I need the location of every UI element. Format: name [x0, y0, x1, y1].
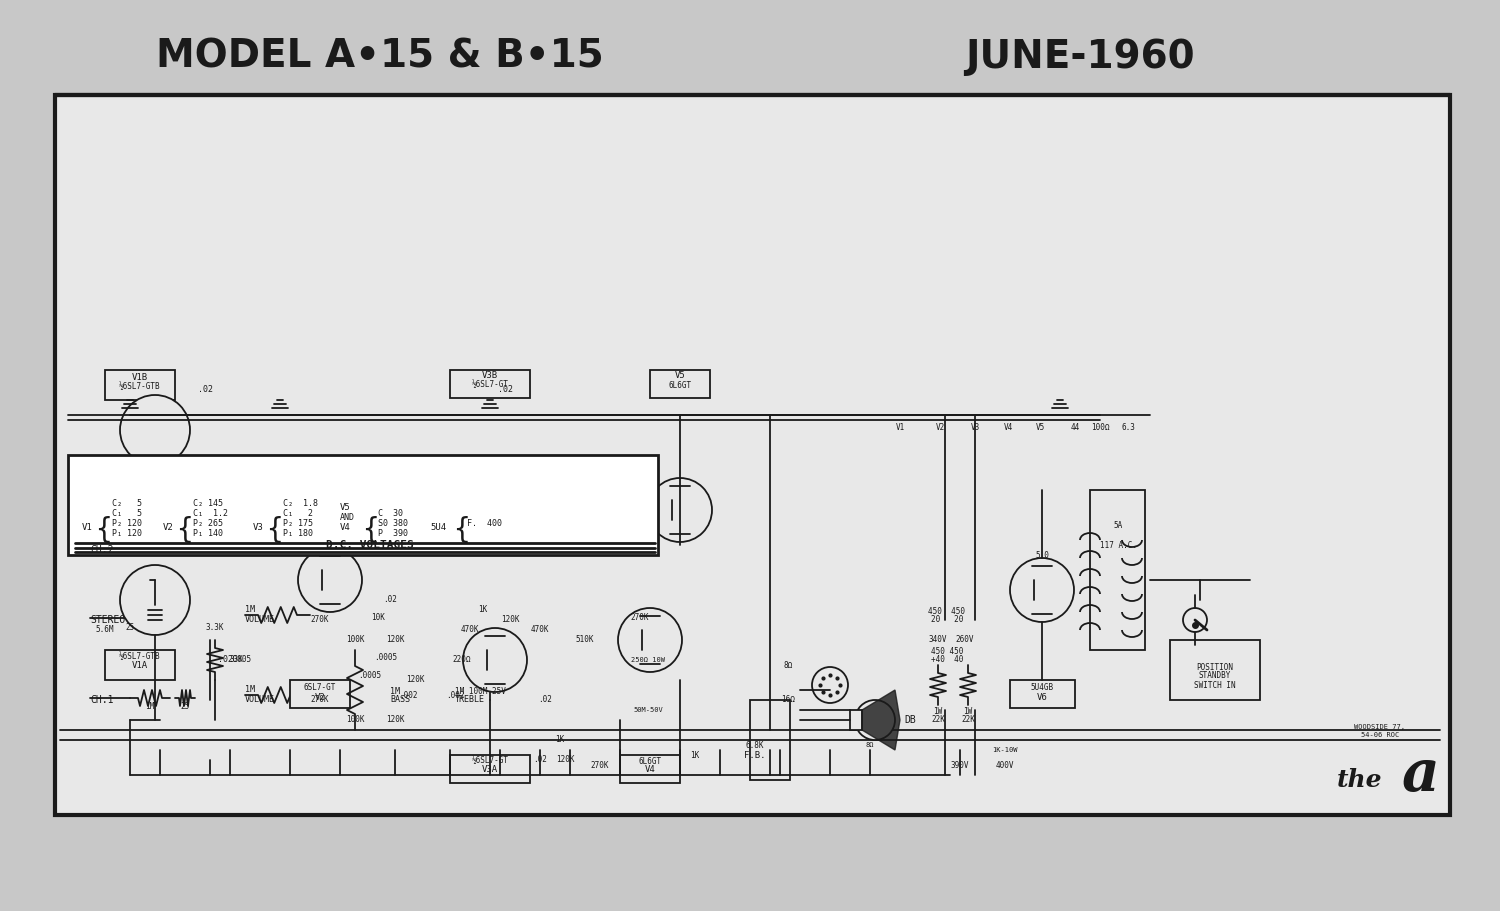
Text: 120K: 120K	[386, 636, 405, 644]
Text: 510K: 510K	[574, 636, 594, 644]
Bar	[105, 370, 176, 400]
Text: V2: V2	[315, 692, 326, 701]
Text: C₂ 145: C₂ 145	[194, 499, 224, 508]
Text: V3: V3	[254, 524, 264, 533]
Text: V1: V1	[82, 524, 93, 533]
Circle shape	[120, 395, 190, 465]
Text: 100K: 100K	[345, 636, 364, 644]
Bar	[290, 680, 350, 708]
Text: .002: .002	[399, 691, 417, 700]
Text: 54-06 ROC: 54-06 ROC	[1360, 732, 1400, 738]
Text: 120K: 120K	[405, 675, 424, 684]
Text: 470K: 470K	[460, 626, 480, 634]
Text: 390V: 390V	[951, 761, 969, 770]
Text: 1K: 1K	[478, 606, 488, 615]
Text: .02: .02	[382, 596, 398, 605]
Text: V2: V2	[164, 524, 174, 533]
Text: 44: 44	[1071, 423, 1080, 432]
Text: 10K: 10K	[370, 613, 386, 622]
Text: CH.2: CH.2	[90, 545, 114, 555]
Bar	[620, 755, 680, 783]
Text: P₁ 180: P₁ 180	[284, 529, 314, 538]
Text: P₂ 265: P₂ 265	[194, 519, 224, 528]
Text: 1M: 1M	[244, 606, 255, 615]
Text: 260V: 260V	[956, 636, 975, 644]
Text: D.C. VOLTAGES: D.C. VOLTAGES	[326, 540, 414, 550]
Text: 250Ω 10W: 250Ω 10W	[632, 657, 664, 663]
Text: P₂ 120: P₂ 120	[112, 519, 142, 528]
Text: 1K-10W: 1K-10W	[993, 747, 1017, 753]
Bar	[105, 650, 176, 680]
Text: V3B: V3B	[482, 372, 498, 381]
Text: ½6SL7-GTB: ½6SL7-GTB	[118, 652, 160, 661]
Text: 120K: 120K	[386, 715, 405, 724]
Text: .0005: .0005	[375, 653, 398, 662]
Text: DB: DB	[904, 715, 916, 725]
Text: C₁   5: C₁ 5	[112, 509, 142, 518]
Text: .02: .02	[538, 695, 552, 704]
Text: +40  40: +40 40	[932, 656, 963, 664]
Text: V1A: V1A	[132, 660, 148, 670]
Text: ½6SL7-GT: ½6SL7-GT	[471, 381, 509, 390]
Text: 470K: 470K	[531, 626, 549, 634]
Text: 6.3: 6.3	[1120, 423, 1136, 432]
Text: 1M: 1M	[390, 688, 400, 697]
Text: 50M-50V: 50M-50V	[633, 707, 663, 713]
Text: 6L6GT: 6L6GT	[639, 756, 662, 765]
Text: F.B.: F.B.	[744, 751, 765, 760]
Text: P₁ 120: P₁ 120	[112, 529, 142, 538]
Text: 1K: 1K	[555, 735, 564, 744]
Text: 450 450: 450 450	[932, 648, 963, 657]
Text: ½6SL7-GT: ½6SL7-GT	[471, 756, 509, 765]
Text: 33K: 33K	[230, 656, 243, 664]
Text: 1W: 1W	[933, 708, 942, 716]
Text: 117 A.C.: 117 A.C.	[1100, 540, 1137, 549]
Circle shape	[464, 628, 526, 692]
Text: SWITCH IN: SWITCH IN	[1194, 681, 1236, 690]
Text: {: {	[453, 516, 470, 544]
Circle shape	[618, 608, 682, 672]
Text: P  390: P 390	[378, 529, 408, 538]
Text: 270K: 270K	[630, 613, 650, 622]
Text: 400V: 400V	[996, 761, 1014, 770]
Text: V5: V5	[675, 372, 686, 381]
FancyBboxPatch shape	[56, 95, 1450, 815]
Bar	[1010, 680, 1076, 708]
Text: 22K: 22K	[962, 715, 975, 724]
Text: 340V: 340V	[928, 636, 948, 644]
Text: VOLUME: VOLUME	[244, 616, 274, 625]
Bar	[650, 370, 710, 398]
Text: .002: .002	[446, 691, 465, 700]
Text: 1M: 1M	[146, 702, 154, 711]
Text: {: {	[362, 516, 378, 544]
Text: AND: AND	[340, 514, 356, 523]
Text: WOODSIDE 77,: WOODSIDE 77,	[1354, 724, 1406, 730]
Text: {: {	[94, 516, 111, 544]
Text: 1K: 1K	[690, 751, 699, 760]
Text: V6: V6	[1036, 692, 1047, 701]
Text: V4: V4	[1004, 423, 1013, 432]
Text: V3: V3	[970, 423, 980, 432]
Text: 1M 100M-25V: 1M 100M-25V	[454, 688, 506, 697]
Polygon shape	[862, 690, 900, 750]
Text: V1B: V1B	[132, 374, 148, 383]
Text: V3A: V3A	[482, 765, 498, 774]
Text: V4: V4	[645, 765, 656, 774]
Text: P₁ 140: P₁ 140	[194, 529, 224, 538]
Bar	[850, 710, 862, 730]
Circle shape	[120, 565, 190, 635]
Text: C  30: C 30	[378, 509, 404, 518]
Text: V2: V2	[936, 423, 945, 432]
Text: 270K: 270K	[310, 695, 328, 704]
Text: V4: V4	[340, 524, 351, 533]
Text: 5U4GB: 5U4GB	[1030, 683, 1053, 692]
Bar	[750, 700, 790, 780]
Text: {: {	[266, 516, 282, 544]
Text: 1M: 1M	[244, 685, 255, 694]
Text: 100K: 100K	[345, 715, 364, 724]
Bar	[1090, 490, 1144, 650]
Text: CH.1: CH.1	[90, 695, 114, 705]
Text: POSITION: POSITION	[1197, 662, 1233, 671]
Circle shape	[812, 667, 847, 703]
